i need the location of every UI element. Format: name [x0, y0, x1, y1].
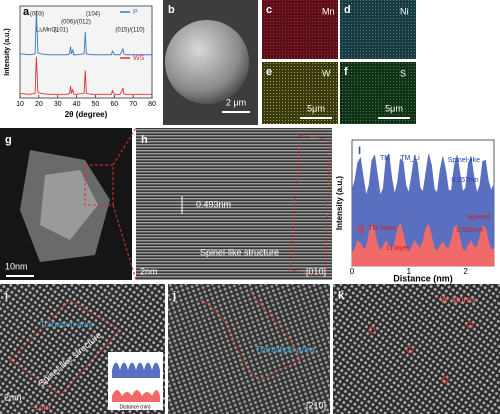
panel-k: k W atoms [333, 284, 500, 414]
panel-h: h 0.493nm Spinel-like structure 2nm [010… [136, 128, 332, 280]
w-atom [406, 346, 414, 354]
inset-axis-title: Distance (nm) [119, 404, 150, 410]
x-tick-label: 80 [148, 101, 156, 108]
x-axis-title: Distance (nm) [393, 273, 453, 283]
region [199, 289, 301, 381]
region [289, 134, 331, 276]
annotation: TM layer [368, 225, 396, 232]
inset-profile [112, 362, 160, 378]
hrtem-image [168, 284, 330, 414]
w-atom [441, 376, 449, 384]
annotation: Li layer [387, 245, 410, 252]
legend-label: WS [133, 55, 145, 62]
annotation: (104) [86, 12, 100, 18]
panel-j: j Transition area [210] [168, 284, 330, 414]
panel-label: c [266, 4, 272, 16]
x-tick-label: 50 [92, 101, 100, 108]
annotation: (015)/(110) [115, 28, 144, 34]
panel-label: b [168, 4, 175, 16]
x-tick-label: 30 [54, 101, 62, 108]
element: S [400, 68, 406, 78]
element: Ni [400, 6, 409, 16]
annotation: TM [380, 155, 390, 162]
panel-g: g 10nm [0, 128, 132, 280]
particle [165, 20, 249, 104]
y-axis-title: Intensity (a.u.) [335, 176, 344, 231]
w-atom [466, 321, 474, 329]
map-image [262, 62, 338, 124]
panel-d: d Ni [340, 0, 416, 59]
x-tick-label: 10 [16, 101, 24, 108]
scale-text: 5μm [307, 103, 325, 113]
scale-text: 5μm [385, 103, 403, 113]
x-tick-label: 40 [73, 101, 81, 108]
annotation: Li₂MnO₃ [36, 28, 59, 34]
zoom-box [84, 164, 114, 206]
map-image [340, 62, 416, 124]
panel-label: g [5, 134, 12, 146]
panel-b: b 2 μm [163, 0, 258, 125]
region-text: Transition area [40, 320, 94, 329]
particle [40, 170, 98, 240]
panel-f: f S 5μm [340, 62, 416, 124]
panel-label: f [344, 66, 348, 78]
panel-label: a [23, 6, 30, 18]
legend-label: P [133, 9, 138, 16]
x-tick-label: 20 [35, 101, 43, 108]
atom-text: W atoms [440, 294, 476, 304]
hrtem-image [136, 128, 332, 280]
series-area [351, 222, 495, 267]
panel-label: k [338, 290, 345, 302]
panel-label: i [5, 290, 8, 302]
annotation: (101) [54, 28, 68, 34]
panel-label: e [266, 66, 272, 78]
panel-label: d [344, 4, 351, 16]
x-tick-label: 70 [129, 101, 137, 108]
scale-text: 2nm [4, 392, 22, 402]
inset-profile [112, 390, 160, 402]
spacing-text: 0.493nm [196, 199, 231, 209]
x-tick-label: 60 [110, 101, 118, 108]
width-text: ~1nm [30, 403, 51, 412]
w-atom [368, 326, 376, 334]
annotation: TM_Li [400, 155, 420, 162]
scale-text: 2nm [140, 266, 158, 276]
element: W [322, 68, 331, 78]
zoom-line [112, 204, 137, 281]
series-line [19, 56, 152, 95]
map-image [340, 0, 416, 59]
series-line [19, 10, 152, 56]
haadf-image [333, 284, 500, 414]
annotation: (003) [30, 12, 44, 18]
x-tick-label: 2 [463, 267, 468, 276]
panel-label: j [172, 290, 176, 302]
x-axis-title: 2θ (degree) [65, 110, 108, 119]
annotation: layered [467, 214, 490, 221]
scale-text: 2 μm [226, 97, 246, 107]
annotation: 0.257nm [451, 177, 478, 184]
panel-c: c Mn [262, 0, 338, 59]
x-tick-label: 1 [407, 267, 412, 276]
region-text: Transition area [255, 344, 315, 354]
panel-e: e W 5μm [262, 62, 338, 124]
region [9, 299, 121, 396]
y-axis-title: Intensity (a.u.) [4, 28, 11, 75]
annotation: (006)/(012) [61, 20, 91, 26]
x-tick-label: 0 [350, 267, 355, 276]
annotation: Spinel-like [448, 157, 480, 164]
panel-i: i Spinel-like structure Transition area … [0, 284, 165, 414]
map-image [262, 0, 338, 59]
series-label: I [358, 145, 361, 157]
zone-axis: [010] [306, 266, 326, 276]
zoom-line [112, 127, 137, 166]
series-label: II [358, 224, 364, 236]
scale-text: 10nm [5, 261, 28, 271]
structure-text: Spinel-like structure [200, 247, 279, 257]
panel-label: h [141, 134, 148, 146]
annotation: 0.516nm [456, 227, 483, 234]
zone-axis: [210] [306, 400, 326, 410]
element: Mn [322, 6, 335, 16]
